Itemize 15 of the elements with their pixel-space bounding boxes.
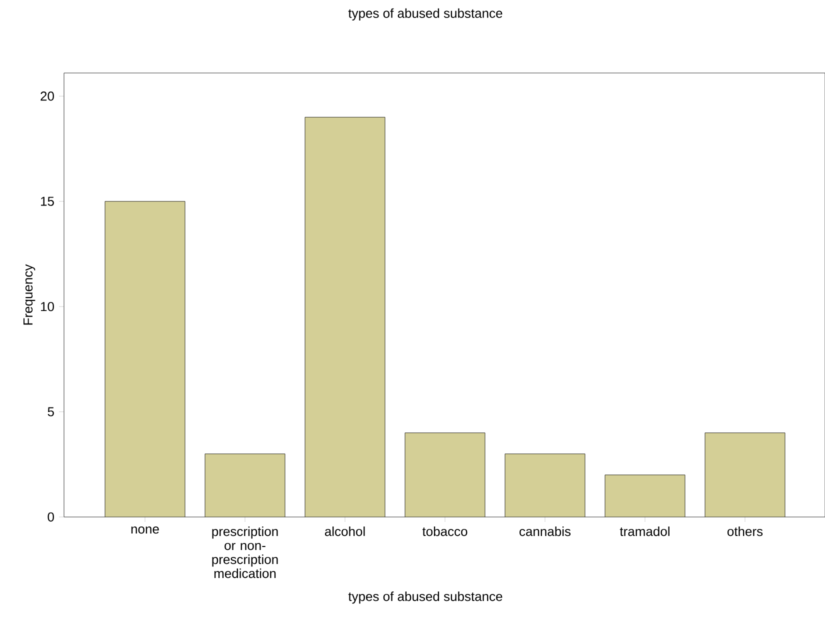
- x-tick-label: cannabis: [520, 526, 571, 536]
- x-tick-label: alcohol: [324, 526, 365, 536]
- chart-title: types of abused substance: [348, 8, 502, 20]
- y-tick-label: 5: [48, 407, 54, 416]
- x-axis-title: types of abused substance: [348, 592, 502, 604]
- y-tick-label: 0: [48, 512, 54, 522]
- y-tick-label: 20: [40, 92, 54, 101]
- x-tick-label: prescription or non-prescription medication: [212, 526, 278, 578]
- x-tick-label: none: [131, 526, 159, 534]
- y-tick-label: 10: [41, 302, 54, 312]
- x-tick-label: tobacco: [422, 526, 468, 536]
- x-tick-label: others: [727, 526, 763, 536]
- x-tick-label: tramadol: [620, 526, 670, 536]
- y-tick-label: 15: [41, 196, 54, 206]
- y-axis-title: Frequency: [24, 264, 36, 325]
